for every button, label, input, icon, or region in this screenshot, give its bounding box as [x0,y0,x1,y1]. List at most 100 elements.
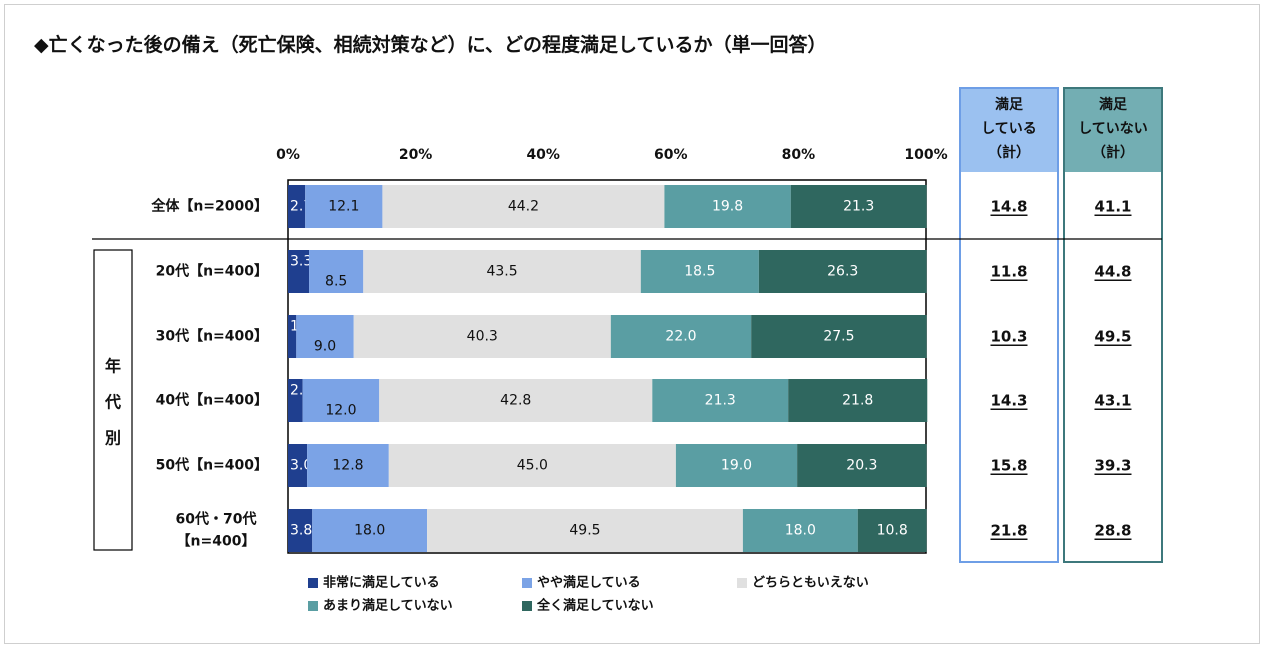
satisfied-total-value: 10.3 [990,328,1027,346]
x-tick-label: 20% [399,147,433,163]
data-label: 18.0 [354,523,385,539]
legend-swatch [308,601,318,611]
legend-label: やや満足している [537,575,641,591]
data-label: 3.3 [290,254,312,270]
satisfied-total-value: 11.8 [990,263,1027,281]
bar-segment [305,185,383,228]
bar-segment [797,444,927,487]
data-label: 19.0 [721,458,752,474]
data-label: 20.3 [846,458,877,474]
bar-segment [312,509,428,552]
bar-segment [788,379,928,422]
bar-segment [353,315,611,358]
bar-segment [288,185,306,228]
chart-title: ◆亡くなった後の備え（死亡保険、相続対策など）に、どの程度満足しているか（単一回… [34,34,827,56]
data-label: 27.5 [823,329,854,345]
not-satisfied-header-text: （計） [1092,144,1134,161]
x-tick-label: 80% [782,147,816,163]
category-label: 全体【n=2000】 [150,198,268,215]
satisfied-total-value: 14.8 [990,198,1027,216]
satisfied-header-text: （計） [988,144,1030,161]
x-tick-label: 40% [526,147,560,163]
bar-segment [288,509,313,552]
bar-segment [296,315,354,358]
bar-segment [309,250,364,293]
bar-segment [857,509,927,552]
legend-label: 非常に満足している [323,575,440,591]
category-label: 30代【n=400】 [156,328,268,345]
data-label: 12.8 [332,458,363,474]
data-label: 12.0 [325,403,356,419]
data-label: 42.8 [500,393,531,409]
bar-segment [382,185,665,228]
bar-segment [758,250,927,293]
data-label: 18.5 [684,264,715,280]
category-label: 【n=400】 [177,534,256,550]
age-group-label: 別 [105,429,121,448]
not-satisfied-column-border [1063,87,1163,563]
satisfied-header-bg [960,88,1058,172]
data-label: 21.3 [705,393,736,409]
bar-segment [288,379,303,422]
bar-segment [610,315,752,358]
bar-segment [790,185,927,228]
data-label: 43.5 [486,264,517,280]
bar-segment [640,250,759,293]
bar-segment [302,379,380,422]
bar-segment [652,379,789,422]
plot-border [287,179,927,554]
legend-label: どちらともいえない [752,576,869,591]
legend-label: あまり満足していない [323,598,453,614]
data-label: 9.0 [314,339,336,355]
data-label: 19.8 [712,199,743,215]
bar-segment [675,444,798,487]
category-label: 40代【n=400】 [156,392,268,409]
bar-segment [363,250,641,293]
not-satisfied-total-value: 41.1 [1094,198,1131,216]
bar-segment [379,379,653,422]
bar-segment [288,250,310,293]
satisfied-total-value: 15.8 [990,457,1027,475]
not-satisfied-header-text: していない [1078,121,1148,137]
legend-swatch [522,601,532,611]
legend-swatch [522,578,532,588]
x-tick-label: 100% [904,147,947,163]
data-label: 3.8 [290,523,312,539]
bar-segment [388,444,676,487]
data-label: 3.0 [290,458,312,474]
legend-swatch [308,578,318,588]
bar-segment [742,509,858,552]
not-satisfied-total-value: 28.8 [1094,522,1131,540]
legend-swatch [737,578,747,588]
satisfied-column-border [959,87,1059,563]
satisfied-total-value: 21.8 [990,522,1027,540]
not-satisfied-header-bg [1064,88,1162,172]
age-group-label: 代 [104,393,121,412]
x-tick-label: 60% [654,147,688,163]
data-label: 26.3 [827,264,858,280]
not-satisfied-total-value: 49.5 [1094,328,1131,346]
not-satisfied-header-text: 満足 [1099,96,1128,113]
data-label: 22.0 [665,329,696,345]
bar-segment [427,509,743,552]
satisfied-header-text: 満足 [995,96,1024,113]
category-label: 60代・70代 [176,511,257,528]
x-tick-label: 0% [276,147,300,163]
data-label: 45.0 [517,458,548,474]
not-satisfied-total-value: 43.1 [1094,392,1131,410]
data-label: 8.5 [325,274,347,290]
not-satisfied-total-value: 44.8 [1094,263,1131,281]
data-label: 40.3 [467,329,498,345]
data-label: 18.0 [785,523,816,539]
bar-segment [664,185,791,228]
data-label: 44.2 [508,199,539,215]
legend-label: 全く満足していない [536,598,654,614]
category-label: 50代【n=400】 [156,457,268,474]
bar-segment [288,444,308,487]
data-label: 12.1 [328,199,359,215]
satisfied-header-text: している [981,121,1037,137]
satisfied-total-value: 14.3 [990,392,1027,410]
bar-segment [751,315,927,358]
not-satisfied-total-value: 39.3 [1094,457,1131,475]
